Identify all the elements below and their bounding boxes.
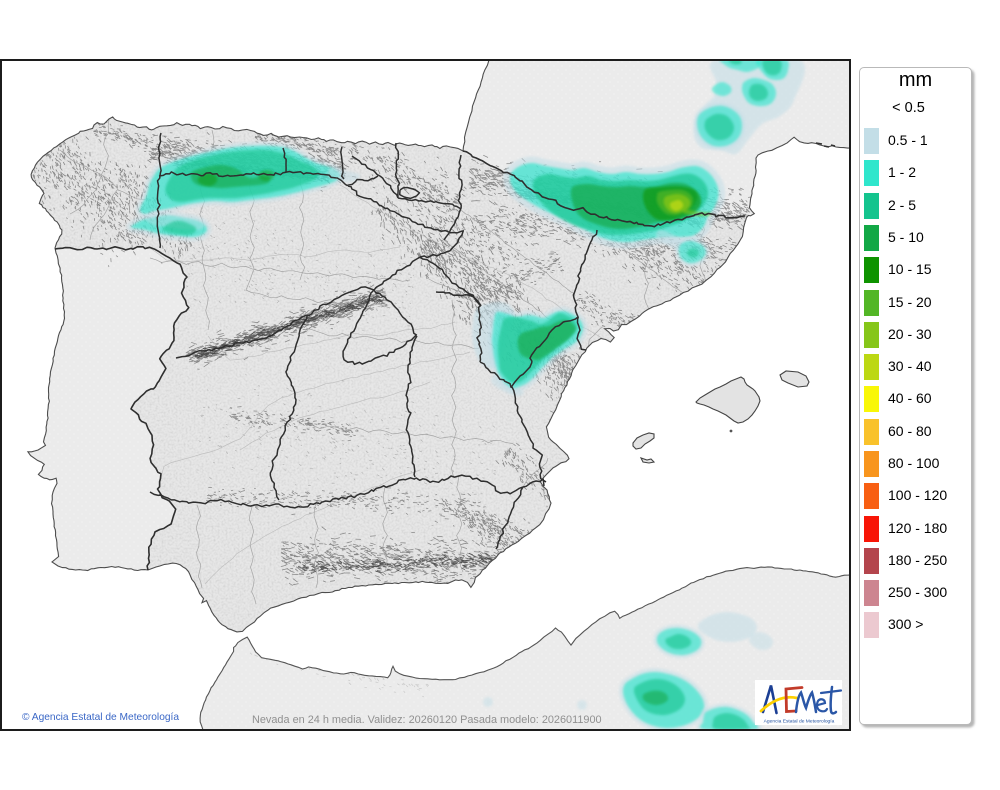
svg-text:Agencia Estatal de Meteorologí: Agencia Estatal de Meteorología (764, 719, 835, 725)
